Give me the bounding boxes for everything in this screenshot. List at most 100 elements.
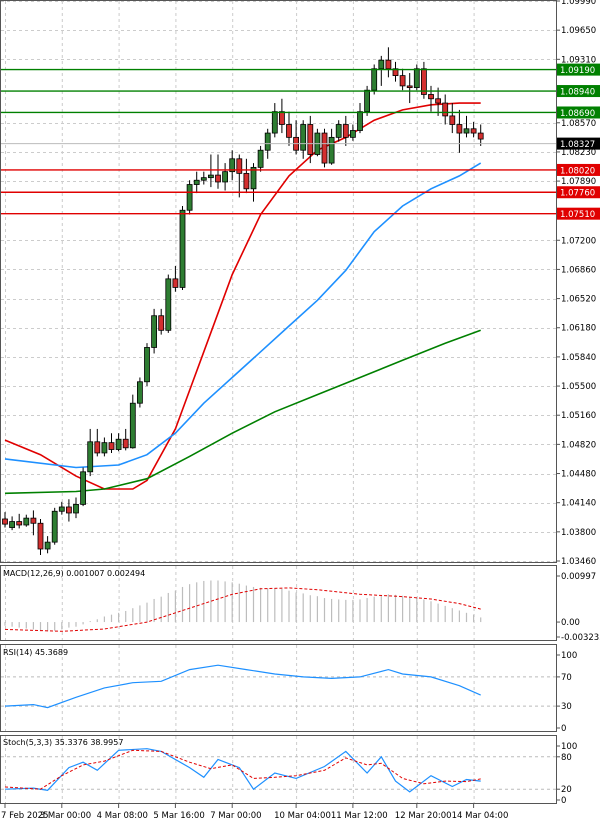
bearish-candle	[2, 518, 8, 525]
bullish-candle	[136, 381, 143, 404]
bearish-candle	[456, 124, 463, 134]
bullish-candle	[300, 124, 307, 151]
bearish-candle	[158, 315, 165, 331]
bullish-candle	[207, 174, 214, 179]
bearish-candle	[449, 115, 456, 125]
bearish-candle	[435, 98, 442, 104]
rsi-line	[4, 664, 481, 709]
bullish-candle	[179, 209, 186, 288]
bullish-candle	[349, 130, 356, 138]
time-tick-label: 10 Mar 04:00	[274, 811, 331, 821]
panel-tick-label: 100	[561, 742, 577, 752]
time-tick-label: 7 Mar 00:00	[210, 811, 261, 821]
panel-tick-label: 0	[561, 724, 566, 734]
price-tick-label: 1.05840	[561, 353, 596, 363]
moving-averages	[4, 102, 482, 495]
panel-frame	[0, 0, 557, 563]
time-tick-label: 11 Mar 12:00	[331, 811, 388, 821]
bearish-candle	[243, 172, 250, 190]
price-level-label: 1.07760	[560, 189, 595, 199]
bearish-candle	[66, 506, 72, 514]
bullish-candle	[328, 136, 335, 164]
bearish-candle	[442, 102, 449, 117]
bullish-candle	[271, 111, 278, 134]
panel-tick-label: 0.00	[561, 618, 580, 628]
price-tick-label: 1.06860	[561, 265, 596, 275]
panel-tick-label: 30	[561, 702, 572, 712]
bullish-candle	[229, 158, 236, 173]
panel-frame	[0, 644, 557, 732]
current-price-label: 1.08327	[560, 140, 595, 150]
bearish-candle	[420, 68, 427, 95]
price-level-label: 1.09190	[560, 66, 595, 76]
panel-tick-label: 0.00997	[561, 572, 596, 582]
bullish-candle	[151, 315, 158, 348]
bearish-candle	[16, 521, 23, 526]
bullish-candle	[413, 68, 420, 89]
time-tick-label: 14 Mar 04:00	[452, 811, 509, 821]
panel-frame	[0, 565, 557, 641]
bullish-candle	[115, 438, 122, 450]
macd-panel: 0.00997 0.00 -0.003235	[4, 572, 600, 643]
bearish-candle	[94, 441, 101, 454]
price-tick-label: 1.08230	[561, 148, 596, 158]
bullish-candle	[222, 171, 229, 183]
bearish-candle	[286, 124, 292, 138]
bullish-candle	[200, 177, 207, 181]
bearish-candle	[470, 128, 477, 134]
grid-layer	[0, 0, 557, 804]
bearish-candle	[30, 517, 37, 524]
panel-tick-label: 70	[561, 673, 572, 683]
time-tick-label: 4 Mar 08:00	[97, 811, 148, 821]
stoch-d-line	[4, 749, 481, 790]
price-tick-label: 1.05160	[561, 411, 596, 421]
bearish-candle	[278, 111, 285, 125]
bullish-candle	[371, 68, 378, 91]
bullish-candle	[193, 179, 200, 185]
bullish-candle	[335, 124, 342, 138]
macd-label: MACD(12,26,9) 0.001007 0.002494	[3, 569, 145, 578]
bullish-candle	[51, 510, 58, 543]
price-level-tag	[557, 186, 600, 199]
price-level-label: 1.08690	[560, 109, 595, 119]
bearish-candle	[215, 174, 221, 183]
bullish-candle	[264, 132, 271, 151]
bearish-candle	[406, 85, 413, 89]
bearish-candle	[37, 522, 44, 550]
price-tick-label: 1.07890	[561, 177, 596, 187]
rsi-panel: 100 70 30 0	[1, 651, 577, 734]
moving-average-line	[4, 329, 481, 495]
panel-tick-label: 80	[561, 753, 572, 763]
bullish-candle	[101, 442, 108, 454]
bullish-candle	[364, 89, 371, 113]
price-level-label: 1.08940	[560, 88, 595, 98]
bearish-candle	[172, 278, 179, 288]
price-tick-label: 1.08570	[561, 119, 596, 129]
bullish-candle	[87, 441, 94, 473]
price-tick-label: 1.04140	[561, 499, 596, 509]
bullish-candle	[257, 149, 264, 168]
bearish-candle	[399, 75, 406, 87]
stoch-label: Stoch(5,3,3) 35.3376 38.9957	[3, 738, 123, 747]
bearish-candle	[321, 132, 328, 164]
price-level-label: 1.08020	[560, 166, 595, 176]
bearish-candle	[428, 94, 434, 100]
panel-frame	[0, 735, 557, 804]
time-tick-label: 7 Feb 2025	[1, 811, 49, 821]
panel-tick-label: 0	[561, 796, 566, 806]
bullish-candle	[165, 278, 172, 331]
bullish-candle	[378, 59, 385, 70]
price-level-tag	[557, 85, 600, 98]
bullish-candle	[58, 506, 65, 512]
bearish-candle	[307, 124, 314, 155]
bearish-candle	[342, 124, 349, 138]
moving-average-line	[4, 102, 481, 490]
panel-tick-label: -0.003235	[561, 633, 600, 643]
bullish-candle	[186, 184, 193, 211]
rsi-label: RSI(14) 45.3689	[3, 648, 68, 657]
bearish-candle	[385, 59, 392, 70]
current-price-tag	[557, 137, 600, 150]
